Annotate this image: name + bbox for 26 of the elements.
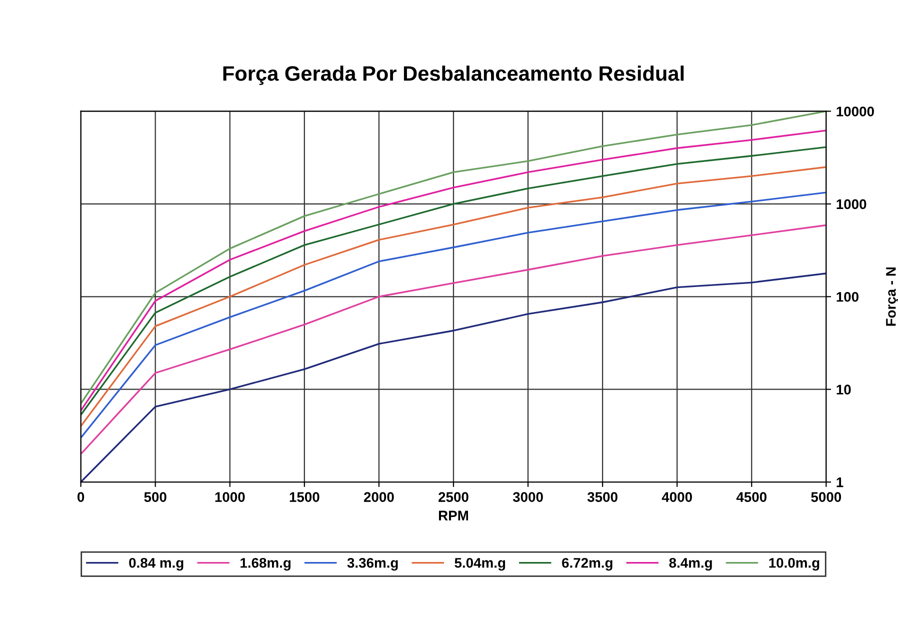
x-tick-label: 4000 (662, 492, 692, 502)
x-tick-label: 2500 (438, 492, 468, 502)
x-tick-label: 5000 (811, 492, 842, 502)
legend-label: 5.04m.g (454, 558, 506, 571)
x-tick-label: 2000 (364, 492, 394, 502)
legend-label: 10.0m.g (769, 558, 820, 571)
y-tick-label: 1000 (836, 199, 866, 210)
line-series (80, 224, 826, 455)
legend-label: 3.36m.g (347, 558, 398, 571)
x-tick-label: 3000 (512, 492, 543, 502)
y-tick-label: 10000 (836, 106, 874, 116)
y-tick-label: 100 (836, 292, 858, 302)
y-tick-label: 1 (836, 478, 844, 488)
x-tick-label: 4500 (736, 492, 767, 502)
x-tick-label: 1500 (290, 492, 320, 502)
x-tick-label: 1000 (215, 492, 245, 502)
chart-title: Força Gerada Por Desbalanceamento Residual (223, 66, 684, 86)
legend-label: 1.68m.g (240, 558, 290, 571)
legend-label: 0.84 m.g (129, 558, 184, 571)
legend-label: 8.4m.g (669, 558, 712, 571)
x-axis-title: RPM (438, 510, 468, 520)
legend-label: 6.72m.g (562, 558, 612, 571)
y-tick-label: 10 (836, 384, 851, 395)
x-tick-label: 0 (78, 492, 84, 502)
x-tick-label: 500 (144, 492, 166, 502)
x-tick-label: 3500 (587, 492, 618, 502)
